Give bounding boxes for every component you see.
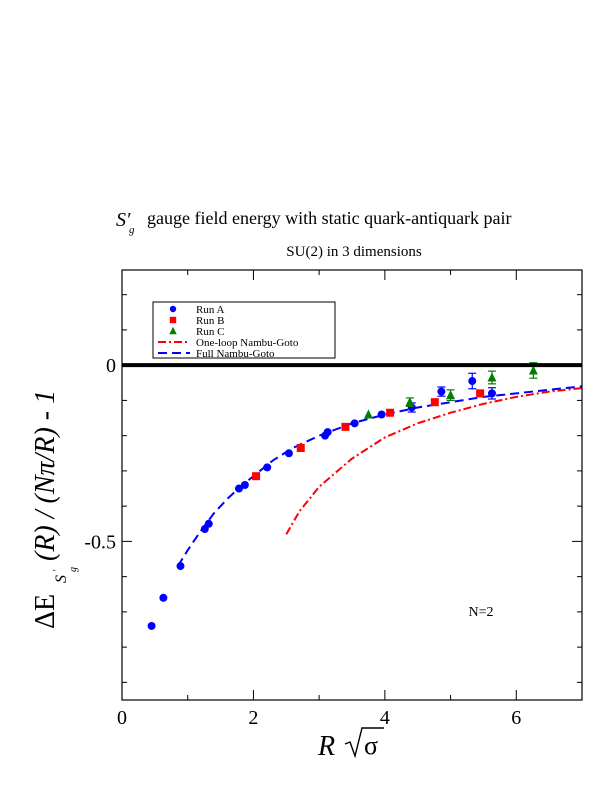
point-run-a [284,449,293,458]
point-run-b [476,389,485,398]
legend-marker-run-c [169,326,177,335]
x-tick-label: 0 [117,707,127,729]
x-tick-label: 6 [511,707,521,729]
data-points [147,362,538,630]
svg-text:′: ′ [52,569,63,572]
curves [177,385,583,567]
y-axis-label: ΔE S ′ g (R) / (Nπ/R) - 1 [30,390,79,629]
y-tick-label: 0 [106,355,116,377]
y-label-suffix: (R) / (Nπ/R) - 1 [30,390,61,561]
tick-labels: 0 2 4 6 0 -0.5 [84,355,521,729]
point-run-c [363,409,373,419]
annotation-n2: N=2 [468,605,493,620]
point-run-a [263,463,272,472]
point-run-a [468,377,477,386]
point-run-b [252,472,261,481]
point-run-b [430,398,439,407]
plot-frame [121,269,583,701]
point-run-a [204,519,213,528]
point-run-b [341,422,350,431]
point-run-c [487,372,497,382]
x-label-sigma: σ [364,731,378,760]
point-run-a [487,389,496,398]
point-run-a [159,593,168,602]
legend-box [152,301,336,359]
series-line-one-loop-nambu-goto [285,387,583,535]
y-tick-label: -0.5 [84,531,116,553]
sqrt-sign [344,727,384,759]
point-run-a [234,484,243,493]
point-run-a [176,562,185,571]
y-label-sub-g: g [68,567,79,572]
point-run-b [386,408,395,417]
legend-label-run-c: Run C [196,326,224,338]
legend-label-one-loop-nambu-goto: One-loop Nambu-Goto [196,337,299,349]
legend-label-run-a: Run A [196,304,224,316]
point-run-a [240,481,249,489]
series-line-full-nambu-goto [177,385,583,567]
x-tick-label: 4 [380,707,390,729]
point-run-c [446,390,456,400]
y-label-prefix: ΔE [30,594,61,629]
legend-label-run-b: Run B [196,315,224,327]
legend-label-full-nambu-goto: Full Nambu-Goto [196,348,275,360]
point-run-c [405,397,415,407]
chart-subtitle: SU(2) in 3 dimensions [286,244,422,260]
point-run-c [528,365,538,375]
point-run-a [147,621,156,630]
x-label-main: R [317,731,335,762]
legend-marker-run-a [169,305,177,313]
point-run-a [437,387,446,396]
x-tick-label: 2 [248,707,258,729]
point-run-b [296,443,305,452]
title-symbol-sub: g [129,224,135,236]
title-symbol: S′ [116,209,131,231]
point-run-a [377,410,386,419]
point-run-a [350,419,359,428]
point-run-a [323,428,332,437]
legend-marker-run-b [169,316,177,324]
chart-title: gauge field energy with static quark-ant… [147,208,512,228]
y-label-sub-s: S [53,575,70,583]
